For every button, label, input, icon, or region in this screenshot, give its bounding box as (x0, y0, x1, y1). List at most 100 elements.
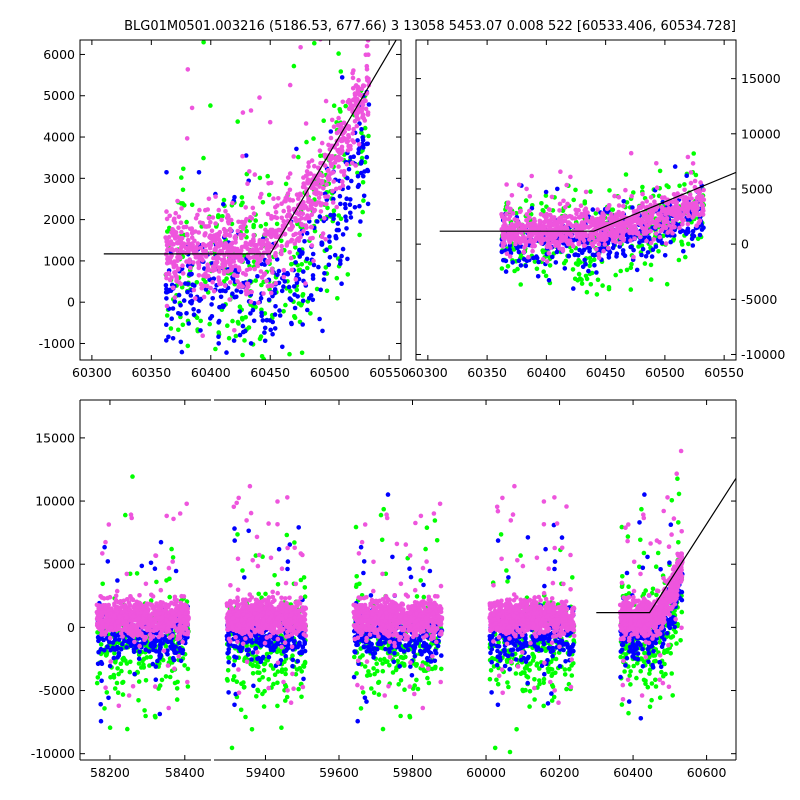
panel-tl-point-blue (163, 283, 169, 288)
panel-tl-point-magenta (181, 224, 186, 230)
panel-tr-point-magenta (616, 195, 622, 200)
bottom-point-blue (260, 656, 265, 661)
panel-tl-point-magenta (335, 122, 341, 128)
panel-tr-point-magenta (601, 216, 606, 222)
panel-tl-point-blue (349, 178, 354, 184)
panel-tl-point-magenta (171, 218, 177, 223)
bottom-point-green (234, 679, 240, 684)
panel-tl-point-magenta (322, 216, 327, 221)
panel-tl-point-magenta (317, 184, 322, 189)
panel-tl-point-magenta (247, 255, 252, 261)
panel-tr-point-magenta (583, 189, 589, 195)
panel-tr-point-magenta (648, 214, 654, 219)
panel-tl-point-magenta (224, 215, 230, 221)
panel-tr-point-blue (510, 260, 515, 265)
panel-tl-point-blue (223, 288, 228, 294)
bottom-point-green (143, 713, 148, 719)
panel-tr-point-magenta (515, 217, 520, 223)
y-tick-label: 3000 (43, 171, 75, 186)
panel-tl-point-green (201, 155, 206, 161)
bottom-point-green (284, 694, 290, 700)
panel-tr-point-green (588, 189, 593, 194)
panel-tl-point-magenta (325, 194, 331, 199)
panel-tr-point-magenta (540, 223, 545, 228)
bottom-point-blue (105, 559, 111, 564)
bottom-point-green (271, 681, 276, 687)
panel-tr-point-magenta (657, 234, 663, 240)
panel-tl-point-green (226, 335, 232, 341)
panel-tl-point-blue (169, 316, 174, 322)
bottom-point-blue (232, 526, 237, 531)
panel-tr-point-blue (562, 266, 568, 271)
panel-tl-point-blue (301, 269, 306, 274)
panel-tl-point-green (283, 181, 289, 187)
panel-tr-point-blue (684, 173, 689, 178)
figure-title: BLG01M0501.003216 (5186.53, 677.66) 3 13… (124, 19, 736, 34)
panel-tl-point-green (244, 228, 249, 234)
bottom-point-blue (115, 578, 120, 583)
panel-tl-point-magenta (309, 224, 315, 230)
panel-tr-point-magenta (511, 227, 516, 232)
panel-tr-point-blue (580, 264, 586, 270)
bottom-point-magenta (159, 628, 165, 634)
panel-tl-point-blue (240, 323, 246, 329)
panel-tl-point-blue (361, 193, 367, 199)
bottom-point-green (239, 681, 244, 687)
bottom-point-blue (98, 702, 103, 707)
panel-tr-point-blue (643, 253, 649, 259)
panel-tl-point-magenta (242, 219, 248, 224)
panel-tl-point-blue (292, 292, 297, 297)
bottom-point-magenta (118, 601, 124, 606)
bottom-point-magenta (137, 643, 142, 649)
panel-tl-point-magenta (235, 273, 240, 279)
panel-tr-point-green (648, 262, 654, 268)
panel-tl-point-blue (291, 284, 297, 289)
panel-tl-point-magenta (245, 246, 250, 252)
panel-tl-point-magenta (172, 295, 178, 300)
panel-tl-point-green (198, 318, 203, 324)
panel-tl-point-magenta (309, 212, 315, 217)
panel-tr-point-magenta (628, 150, 634, 156)
panel-tr-point-blue (640, 246, 646, 252)
panel-tl-point-blue (348, 197, 353, 202)
panel-tl-point-magenta (164, 216, 170, 222)
panel-tl-point-blue (328, 212, 333, 218)
panel-tl-point-blue (358, 219, 363, 224)
panel-tl-point-blue (344, 226, 349, 231)
bottom-point-green (111, 675, 117, 680)
panel-tl-point-blue (304, 256, 310, 262)
bottom-point-magenta (147, 601, 152, 607)
panel-tr-point-green (499, 266, 505, 271)
bottom-point-green (115, 666, 120, 671)
panel-tr-point-magenta (612, 193, 617, 199)
panel-tl-point-magenta (192, 246, 198, 252)
panel-tl-point-blue (178, 311, 183, 317)
panel-tl-point-blue (276, 268, 282, 274)
bottom-point-magenta (157, 606, 162, 612)
panel-tl-point-magenta (301, 181, 307, 186)
bottom-point-blue (168, 639, 174, 644)
bottom-point-blue (290, 657, 296, 663)
panel-tl-point-magenta (176, 266, 181, 272)
panel-tl-point-magenta (222, 233, 227, 238)
panel-tr-point-green (571, 197, 576, 203)
panel-tl-point-magenta (276, 196, 281, 201)
panel-tr-point-green (541, 269, 546, 275)
panel-tl-point-blue (277, 308, 282, 313)
panel-tl-point-blue (216, 341, 221, 346)
panel-tr-point-magenta (671, 192, 677, 197)
y-tick-label: 0 (741, 237, 749, 252)
panel-tl-point-magenta (306, 160, 312, 165)
panel-tl-point-blue (359, 159, 364, 164)
panel-tr-point-magenta (670, 218, 676, 224)
panel-tl-point-magenta (324, 182, 330, 187)
panel-tr-point-magenta (672, 224, 677, 230)
panel-tl-point-green (207, 321, 212, 327)
bottom-point-magenta (106, 522, 112, 527)
panel-tl-point-blue (322, 271, 327, 276)
panel-tr-point-magenta (500, 232, 506, 238)
panel-tl-point-magenta (330, 200, 336, 205)
panel-tl-point-magenta (270, 270, 275, 275)
panel-tr-point-magenta (701, 208, 706, 213)
top-left-axes: 60300 60350 60400 60450 60500 60550-100001000… (39, 40, 409, 380)
